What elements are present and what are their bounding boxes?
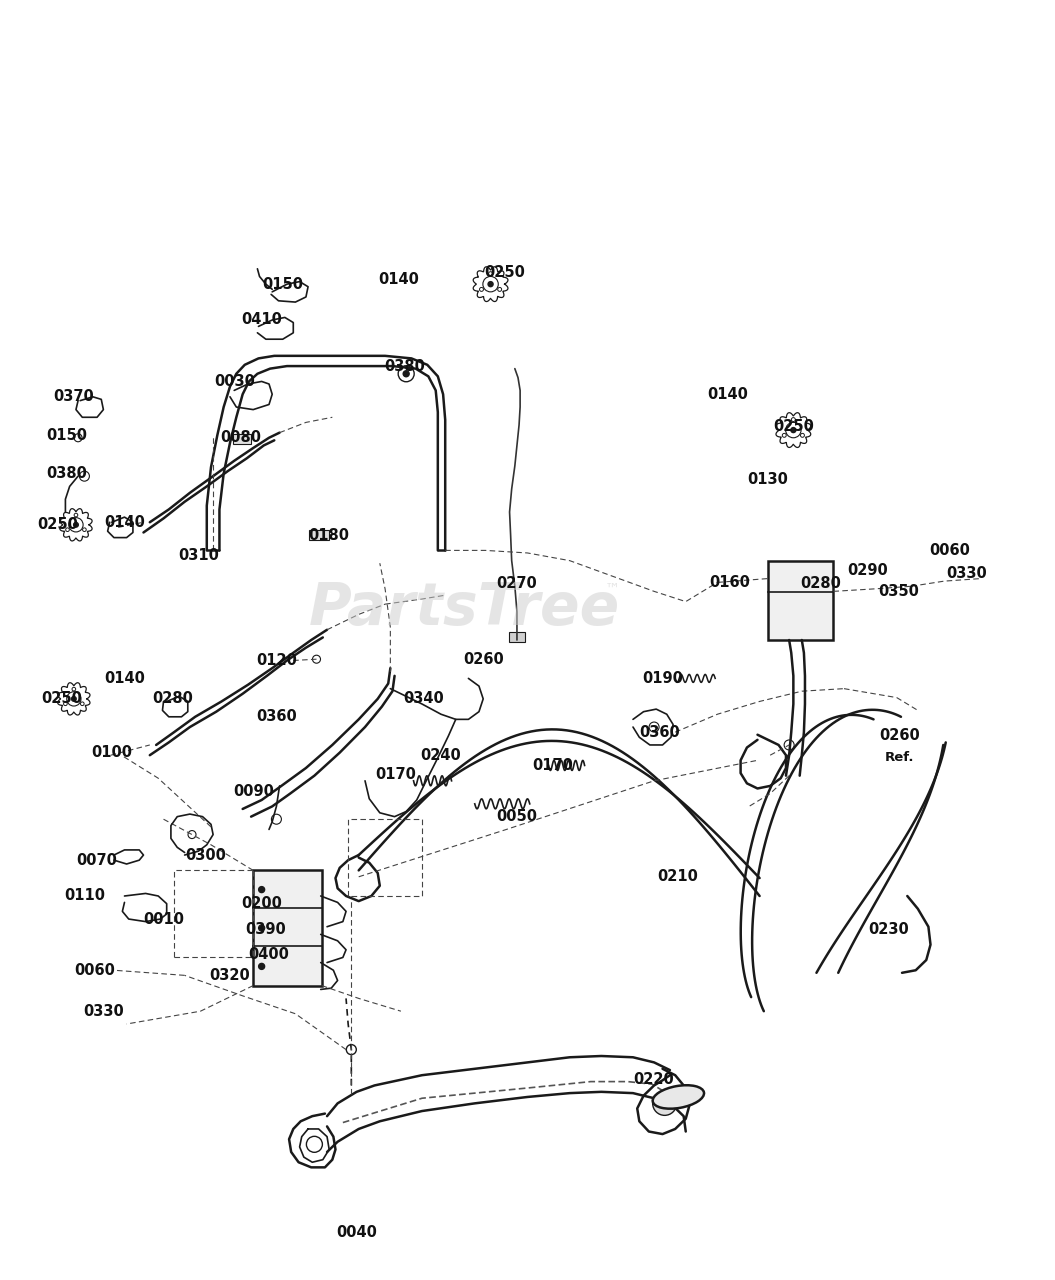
Circle shape bbox=[346, 1044, 357, 1055]
Text: 0250: 0250 bbox=[38, 517, 78, 532]
Circle shape bbox=[65, 527, 70, 531]
Text: 0380: 0380 bbox=[46, 466, 87, 481]
Circle shape bbox=[498, 288, 501, 292]
Circle shape bbox=[480, 288, 483, 292]
Circle shape bbox=[483, 276, 498, 292]
Text: 0100: 0100 bbox=[92, 745, 132, 760]
Ellipse shape bbox=[653, 1085, 704, 1108]
Text: 0330: 0330 bbox=[83, 1004, 123, 1019]
Text: 0230: 0230 bbox=[868, 922, 908, 937]
Circle shape bbox=[82, 527, 87, 531]
Circle shape bbox=[653, 1092, 676, 1115]
Text: 0270: 0270 bbox=[497, 576, 537, 591]
Bar bbox=[509, 632, 525, 643]
Text: 0410: 0410 bbox=[242, 312, 282, 328]
Text: 0250: 0250 bbox=[41, 691, 81, 707]
Circle shape bbox=[72, 696, 76, 701]
Circle shape bbox=[488, 271, 493, 275]
Text: 0140: 0140 bbox=[379, 271, 419, 287]
Text: 0090: 0090 bbox=[233, 783, 273, 799]
Text: 0390: 0390 bbox=[246, 922, 286, 937]
Text: 0290: 0290 bbox=[847, 563, 887, 579]
Text: 0330: 0330 bbox=[946, 566, 986, 581]
Text: 0070: 0070 bbox=[77, 852, 117, 868]
Circle shape bbox=[188, 831, 196, 838]
Text: 0210: 0210 bbox=[657, 869, 697, 884]
Circle shape bbox=[783, 434, 786, 438]
Text: 0260: 0260 bbox=[463, 652, 503, 667]
Text: 0360: 0360 bbox=[639, 724, 679, 740]
Circle shape bbox=[258, 925, 265, 931]
Text: 0080: 0080 bbox=[220, 430, 261, 445]
Text: 0250: 0250 bbox=[773, 419, 813, 434]
Text: 0060: 0060 bbox=[75, 963, 115, 978]
Circle shape bbox=[69, 517, 83, 532]
Text: 0110: 0110 bbox=[64, 888, 104, 904]
Text: 0120: 0120 bbox=[256, 653, 296, 668]
Circle shape bbox=[66, 691, 81, 707]
Text: PartsTree: PartsTree bbox=[308, 580, 620, 636]
Bar bbox=[232, 434, 250, 444]
Text: 0140: 0140 bbox=[104, 515, 145, 530]
Text: 0050: 0050 bbox=[497, 809, 537, 824]
Circle shape bbox=[649, 722, 659, 732]
Circle shape bbox=[258, 887, 265, 892]
Text: 0170: 0170 bbox=[533, 758, 573, 773]
Circle shape bbox=[79, 471, 90, 481]
Text: 0260: 0260 bbox=[880, 728, 920, 744]
Circle shape bbox=[801, 434, 804, 438]
Text: 0200: 0200 bbox=[242, 896, 282, 911]
Text: Ref.: Ref. bbox=[885, 751, 915, 764]
Text: 0310: 0310 bbox=[178, 548, 218, 563]
Circle shape bbox=[63, 701, 68, 705]
Text: 0340: 0340 bbox=[404, 691, 444, 707]
Text: 0190: 0190 bbox=[642, 671, 683, 686]
Text: 0300: 0300 bbox=[186, 847, 226, 863]
Text: 0150: 0150 bbox=[263, 276, 303, 292]
Bar bbox=[768, 561, 833, 640]
Text: 0400: 0400 bbox=[249, 947, 289, 963]
Text: 0180: 0180 bbox=[309, 527, 349, 543]
Circle shape bbox=[786, 422, 801, 438]
Circle shape bbox=[72, 687, 76, 691]
Circle shape bbox=[791, 428, 795, 433]
Circle shape bbox=[312, 655, 321, 663]
Circle shape bbox=[80, 701, 84, 705]
Text: 0280: 0280 bbox=[153, 691, 193, 707]
Circle shape bbox=[74, 513, 78, 517]
Circle shape bbox=[488, 282, 493, 287]
Text: 0040: 0040 bbox=[337, 1225, 377, 1240]
Circle shape bbox=[74, 522, 78, 527]
Circle shape bbox=[791, 417, 795, 421]
Text: 0140: 0140 bbox=[708, 387, 748, 402]
Text: 0250: 0250 bbox=[484, 265, 524, 280]
Text: 0170: 0170 bbox=[376, 767, 416, 782]
Circle shape bbox=[306, 1137, 323, 1152]
Bar bbox=[309, 530, 328, 540]
Text: 0060: 0060 bbox=[929, 543, 970, 558]
Circle shape bbox=[403, 371, 409, 376]
Text: ™: ™ bbox=[605, 581, 619, 596]
Text: 0140: 0140 bbox=[104, 671, 145, 686]
Text: 0240: 0240 bbox=[421, 748, 461, 763]
Text: 0030: 0030 bbox=[214, 374, 254, 389]
Text: 0010: 0010 bbox=[143, 911, 184, 927]
Circle shape bbox=[74, 434, 82, 442]
Circle shape bbox=[398, 366, 415, 381]
Text: 0280: 0280 bbox=[801, 576, 841, 591]
Circle shape bbox=[784, 740, 794, 750]
Text: 0220: 0220 bbox=[634, 1071, 674, 1087]
Text: 0150: 0150 bbox=[46, 428, 87, 443]
Bar bbox=[253, 870, 322, 986]
Text: 0160: 0160 bbox=[710, 575, 750, 590]
Text: 0320: 0320 bbox=[210, 968, 250, 983]
Text: 0350: 0350 bbox=[879, 584, 919, 599]
Text: 0380: 0380 bbox=[385, 358, 425, 374]
Text: 0360: 0360 bbox=[256, 709, 296, 724]
Text: 0370: 0370 bbox=[54, 389, 94, 404]
Text: 0130: 0130 bbox=[748, 472, 788, 488]
Circle shape bbox=[258, 964, 265, 969]
Circle shape bbox=[271, 814, 282, 824]
